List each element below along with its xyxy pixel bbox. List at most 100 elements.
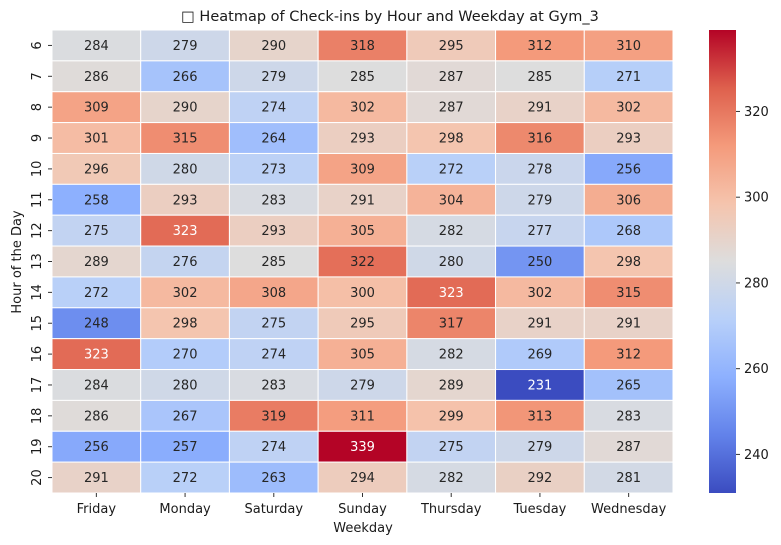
y-tick-label: 8 bbox=[30, 103, 45, 111]
y-tick-label: 15 bbox=[30, 315, 45, 332]
heatmap-cell bbox=[495, 29, 585, 62]
cell-value-label: 302 bbox=[528, 286, 553, 301]
cell-value-label: 291 bbox=[350, 193, 375, 208]
heatmap-cell bbox=[406, 461, 497, 494]
heatmap-cell bbox=[317, 245, 408, 278]
y-tick-label: 10 bbox=[30, 161, 45, 178]
heatmap-cell bbox=[51, 461, 142, 494]
cell-value-label: 271 bbox=[616, 70, 641, 85]
x-tick-label: Monday bbox=[159, 502, 211, 517]
cell-value-label: 302 bbox=[616, 101, 641, 116]
cell-value-label: 272 bbox=[173, 471, 198, 486]
x-axis-label: Weekday bbox=[333, 521, 393, 536]
cell-value-label: 296 bbox=[84, 162, 109, 177]
heatmap-cell bbox=[495, 245, 585, 278]
cell-value-label: 282 bbox=[439, 348, 464, 363]
cell-value-label: 312 bbox=[616, 348, 641, 363]
heatmap-cell bbox=[583, 307, 674, 340]
y-tick-label: 11 bbox=[30, 191, 45, 208]
cell-value-label: 301 bbox=[84, 132, 109, 147]
cell-value-label: 290 bbox=[261, 39, 286, 54]
cell-value-label: 286 bbox=[84, 409, 109, 424]
cell-value-label: 269 bbox=[528, 348, 553, 363]
cell-value-label: 276 bbox=[173, 255, 198, 270]
x-tick-label: Saturday bbox=[244, 502, 303, 517]
cell-value-label: 293 bbox=[173, 193, 198, 208]
cell-value-label: 279 bbox=[173, 39, 198, 54]
cell-value-label: 311 bbox=[350, 409, 375, 424]
heatmap-cell bbox=[583, 214, 674, 247]
y-axis-ticks: 6 7 8 9 10 11 12 13 14 15 16 17 18 19 20 bbox=[30, 41, 52, 486]
heatmap-cells bbox=[51, 29, 674, 494]
cell-value-label: 323 bbox=[439, 286, 464, 301]
heatmap-cell bbox=[51, 214, 142, 247]
heatmap-cell bbox=[406, 430, 497, 463]
cell-value-label: 278 bbox=[528, 162, 553, 177]
cell-value-label: 284 bbox=[84, 39, 109, 54]
cell-value-label: 300 bbox=[350, 286, 375, 301]
heatmap-cell bbox=[228, 276, 319, 309]
heatmap-cell bbox=[406, 307, 497, 340]
cell-value-label: 298 bbox=[439, 132, 464, 147]
cell-value-label: 289 bbox=[84, 255, 109, 270]
heatmap-cell bbox=[317, 183, 408, 216]
cell-value-label: 282 bbox=[439, 471, 464, 486]
cell-value-label: 267 bbox=[173, 409, 198, 424]
cell-value-label: 287 bbox=[439, 70, 464, 85]
cell-value-label: 250 bbox=[528, 255, 553, 270]
cell-value-label: 279 bbox=[261, 70, 286, 85]
heatmap-cell bbox=[406, 91, 497, 124]
cell-value-label: 274 bbox=[261, 440, 286, 455]
heatmap-cell bbox=[317, 307, 408, 340]
cell-value-label: 279 bbox=[350, 378, 375, 393]
cell-value-label: 298 bbox=[616, 255, 641, 270]
y-tick-label: 14 bbox=[30, 284, 45, 301]
heatmap-cell bbox=[317, 430, 408, 463]
y-tick-label: 6 bbox=[30, 41, 45, 49]
cell-value-label: 264 bbox=[261, 132, 286, 147]
heatmap-cell bbox=[51, 152, 142, 185]
cell-value-label: 231 bbox=[528, 378, 553, 393]
cell-value-label: 312 bbox=[528, 39, 553, 54]
colorbar bbox=[709, 30, 736, 493]
cell-value-label: 308 bbox=[261, 286, 286, 301]
heatmap-cell bbox=[495, 307, 585, 340]
heatmap-cell bbox=[583, 60, 674, 93]
cell-value-label: 283 bbox=[616, 409, 641, 424]
cell-value-label: 293 bbox=[616, 132, 641, 147]
cell-value-label: 274 bbox=[261, 101, 286, 116]
cell-value-label: 265 bbox=[616, 378, 641, 393]
y-tick-label: 9 bbox=[30, 134, 45, 142]
cell-value-label: 248 bbox=[84, 317, 109, 332]
heatmap-cell bbox=[228, 91, 319, 124]
cell-value-label: 275 bbox=[439, 440, 464, 455]
cell-value-label: 309 bbox=[84, 101, 109, 116]
heatmap-cell bbox=[51, 29, 142, 62]
cell-value-label: 285 bbox=[528, 70, 553, 85]
heatmap-cell bbox=[317, 91, 408, 124]
cell-value-label: 305 bbox=[350, 224, 375, 239]
cell-value-label: 279 bbox=[528, 193, 553, 208]
cell-value-label: 284 bbox=[84, 378, 109, 393]
cell-value-label: 258 bbox=[84, 193, 109, 208]
heatmap-cell bbox=[495, 369, 585, 401]
cell-value-label: 256 bbox=[616, 162, 641, 177]
heatmap-cell bbox=[228, 60, 319, 93]
heatmap-cell bbox=[583, 122, 674, 154]
heatmap-cell bbox=[406, 60, 497, 93]
heatmap-cell bbox=[583, 338, 674, 371]
heatmap-cell bbox=[140, 29, 230, 62]
y-tick-label: 20 bbox=[30, 469, 45, 486]
y-axis-label: Hour of the Day bbox=[10, 210, 25, 314]
chart-title: □ Heatmap of Check-ins by Hour and Weekd… bbox=[181, 9, 599, 25]
y-tick-label: 16 bbox=[30, 346, 45, 363]
heatmap-cell bbox=[140, 369, 230, 401]
x-tick-label: Sunday bbox=[338, 502, 387, 517]
cell-value-labels: 284 279 290 318 295 312 310 286 266 279 285 287 285 2… bbox=[84, 39, 641, 486]
y-tick-label: 13 bbox=[30, 253, 45, 270]
heatmap-cell bbox=[495, 338, 585, 371]
x-axis-ticks: Friday Monday Saturday Sunday Thursday Tuesda… bbox=[77, 493, 667, 517]
cell-value-label: 287 bbox=[616, 440, 641, 455]
cell-value-label: 268 bbox=[616, 224, 641, 239]
